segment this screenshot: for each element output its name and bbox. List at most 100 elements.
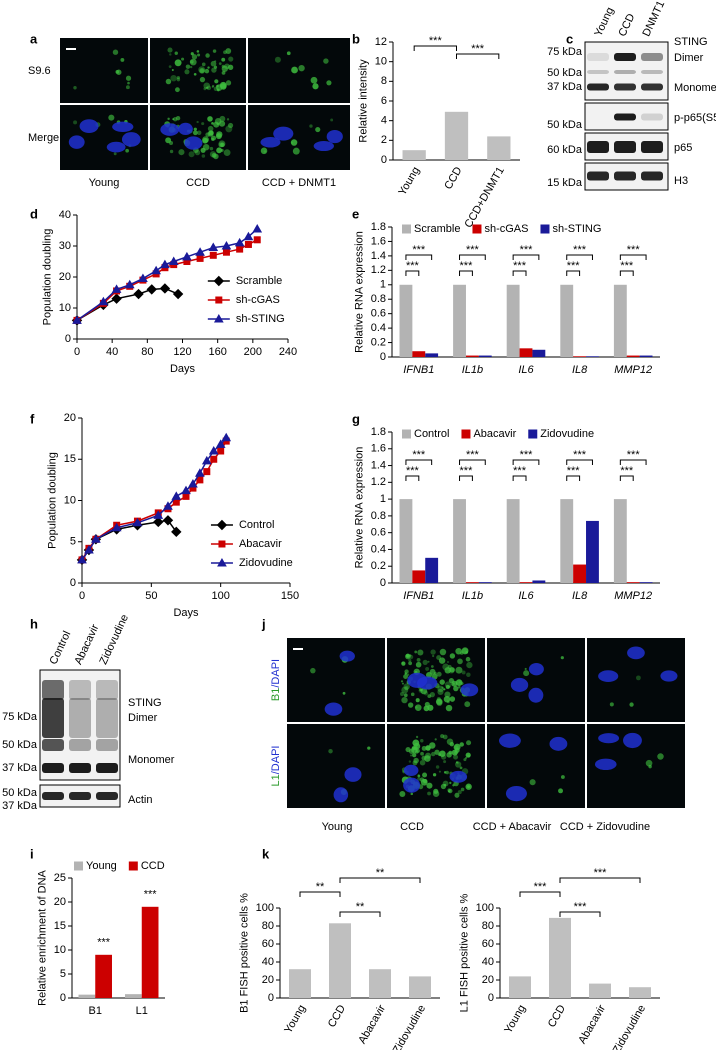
y-axis-label: B1 FISH positive cells %	[239, 893, 251, 1013]
marker-label: 37 kDa	[547, 81, 583, 93]
signal	[193, 127, 197, 131]
column-label: CCD + Zidovudine	[560, 821, 650, 833]
signal	[216, 88, 220, 92]
signal	[407, 702, 414, 708]
panel-letter: i	[30, 846, 34, 861]
signal	[191, 61, 194, 64]
signal	[415, 706, 418, 709]
significance-label: ***	[567, 260, 581, 272]
signal	[167, 47, 173, 53]
signal	[448, 677, 455, 684]
bar	[412, 570, 426, 583]
significance-label: ***	[620, 465, 634, 477]
signal	[441, 754, 447, 760]
bar	[519, 582, 533, 583]
significance-bracket	[405, 270, 420, 276]
bar	[125, 994, 142, 998]
x-tick-label: IL8	[572, 364, 588, 376]
y-tick-label: 1.2	[371, 264, 386, 276]
legend-marker	[213, 275, 225, 287]
data-point	[182, 492, 190, 500]
column-label: CCD + Abacavir	[473, 821, 552, 833]
signal	[210, 135, 217, 141]
signal	[73, 86, 77, 90]
nucleus	[660, 670, 678, 682]
y-axis-label: L1 FISH positive cells %	[459, 893, 471, 1012]
signal	[298, 64, 305, 72]
signal	[420, 751, 424, 756]
signal	[260, 147, 268, 155]
y-tick-label: 1.4	[371, 459, 386, 471]
nucleus	[260, 137, 281, 148]
signal	[207, 116, 213, 122]
data-point	[172, 288, 184, 300]
signal	[188, 151, 195, 158]
signal	[455, 679, 463, 686]
signal	[403, 674, 408, 680]
row-label: S9.6	[28, 65, 51, 77]
bar	[425, 557, 439, 583]
signal	[443, 695, 451, 703]
y-tick-label: 10	[54, 944, 66, 956]
significance-bracket	[459, 459, 486, 465]
signal	[430, 665, 434, 668]
significance-label: ***	[573, 449, 587, 461]
x-tick-label: CCD	[442, 165, 464, 192]
signal	[291, 66, 298, 74]
y-tick-label: 15	[54, 920, 66, 932]
x-tick-label: IFNB1	[403, 590, 434, 602]
y-tick-label: 0.4	[371, 543, 386, 555]
significance-label: ***	[471, 43, 485, 55]
signal	[558, 788, 563, 794]
significance-label: ***	[534, 881, 548, 893]
marker-label: 50 kDa	[547, 67, 583, 79]
panel-letter: h	[30, 616, 38, 631]
y-tick-label: 25	[54, 872, 66, 884]
legend-swatch	[402, 429, 411, 439]
band	[587, 53, 609, 61]
signal	[193, 72, 197, 76]
y-tick-label: 80	[482, 920, 494, 932]
bar	[573, 564, 587, 583]
column-label: CCD	[400, 821, 424, 833]
legend-swatch	[128, 861, 138, 871]
signal	[227, 122, 234, 129]
data-point	[210, 455, 218, 463]
nucleus	[184, 136, 203, 150]
nucleus	[598, 670, 619, 682]
signal	[465, 656, 471, 662]
data-point	[124, 279, 135, 289]
nucleus	[549, 736, 568, 751]
significance-bracket	[566, 475, 581, 481]
legend-swatch	[472, 224, 482, 234]
data-point	[133, 288, 144, 300]
significance-bracket	[619, 475, 634, 481]
signal	[432, 773, 437, 777]
significance-label: ***	[412, 449, 426, 461]
data-point	[159, 283, 171, 294]
nucleus	[594, 758, 617, 771]
y-axis-label: Relative intensity	[358, 59, 370, 143]
signal	[458, 685, 461, 689]
legend-label: Scramble	[414, 223, 460, 235]
column-label: CCD	[186, 177, 210, 189]
signal	[221, 57, 226, 62]
panel-letter: b	[352, 31, 360, 46]
data-point	[221, 240, 232, 250]
signal	[459, 651, 464, 655]
panel-letter: a	[30, 31, 38, 46]
signal	[205, 53, 210, 58]
signal	[219, 115, 226, 122]
bar	[560, 499, 574, 583]
y-tick-label: 5	[60, 968, 66, 980]
signal	[401, 696, 408, 704]
legend-label: Young	[86, 860, 117, 872]
nucleus	[333, 787, 349, 803]
data-point	[222, 248, 230, 256]
x-tick-label: MMP12	[614, 590, 652, 602]
x-tick-label: 160	[208, 346, 226, 358]
signal	[424, 701, 430, 708]
lane-label: Young	[592, 5, 616, 38]
data-point	[196, 476, 204, 484]
band	[42, 739, 64, 751]
